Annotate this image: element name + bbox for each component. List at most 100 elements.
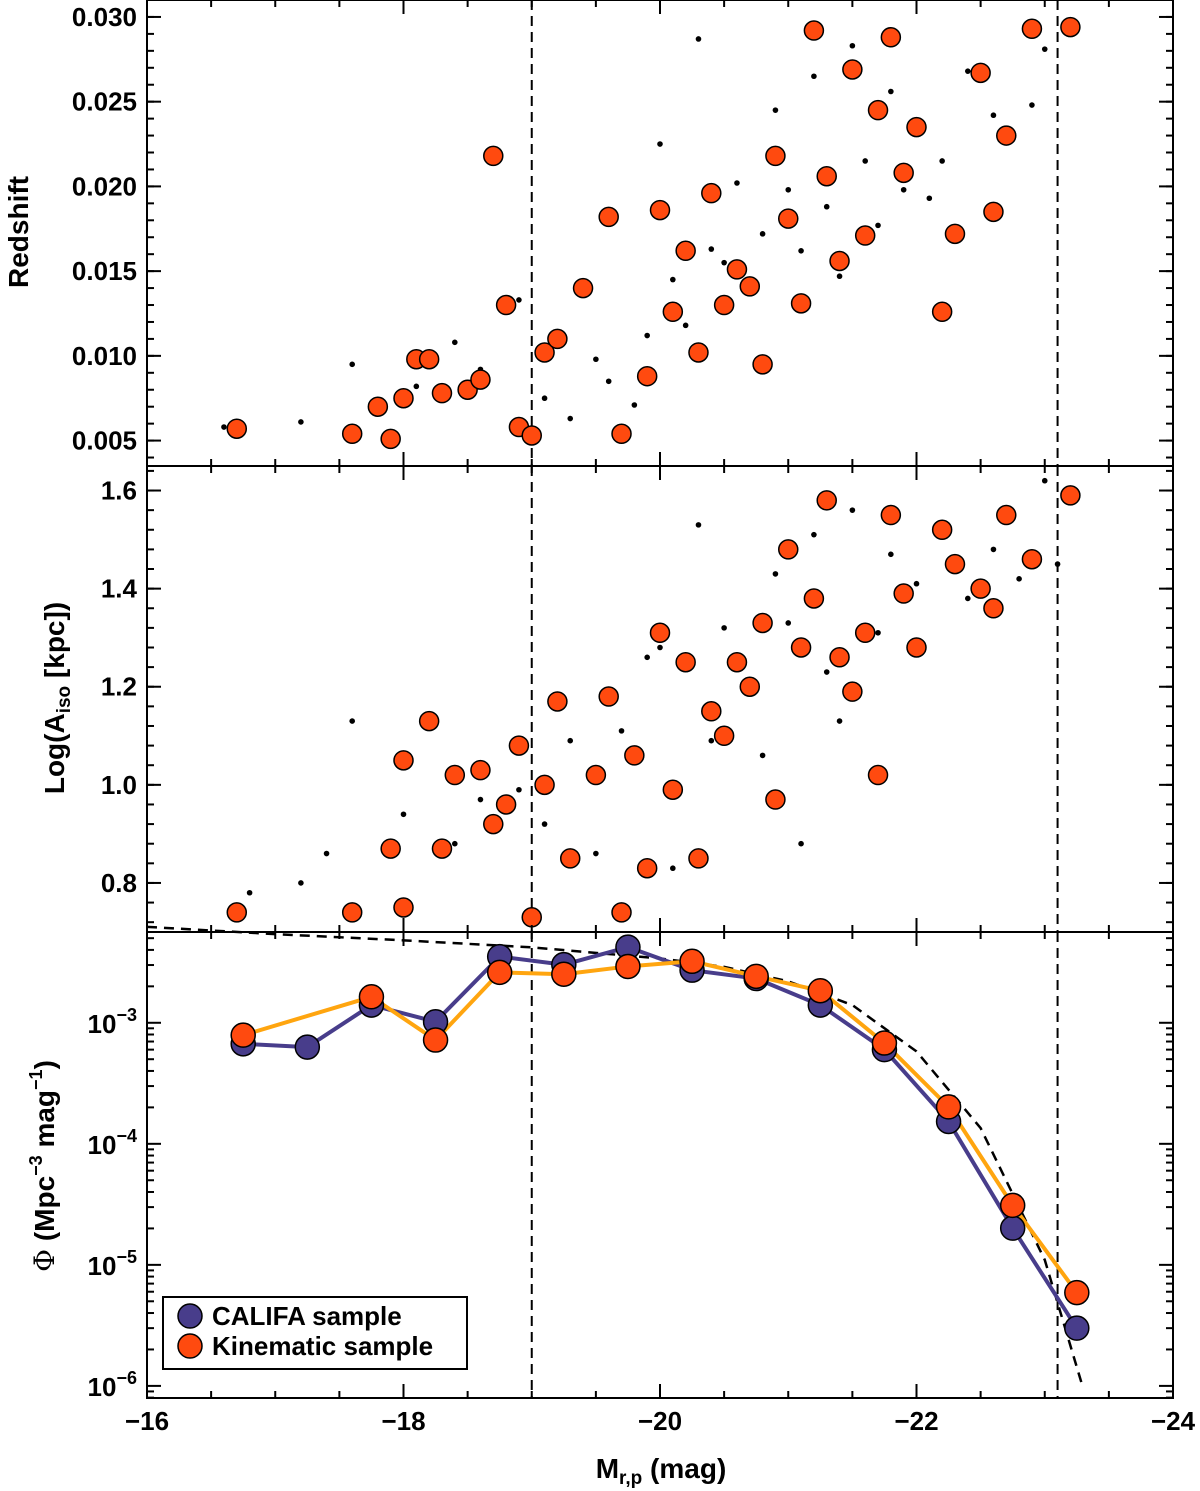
califa-lf-point (294, 1034, 321, 1060)
califa-point (913, 580, 920, 587)
califa-point (567, 737, 574, 744)
x-tick-label: −16 (125, 1406, 169, 1436)
kinematic-point (483, 145, 504, 167)
kinematic-point (842, 681, 863, 702)
kinematic-point (829, 647, 850, 668)
kinematic-point (585, 764, 607, 786)
califa-point (593, 356, 599, 363)
califa-point (298, 880, 304, 886)
califa-point (759, 231, 766, 237)
y-tick-label: 0.020 (72, 171, 137, 201)
califa-point (400, 811, 407, 818)
kinematic-point (996, 125, 1017, 146)
kinematic-point (508, 735, 530, 756)
califa-point (221, 424, 227, 430)
kinematic-point (983, 201, 1004, 223)
kinematic-point (867, 99, 889, 121)
califa-point (875, 222, 881, 229)
kinematic-point (765, 145, 786, 167)
y-tick-label: 1.2 (101, 672, 137, 702)
kinematic-point (854, 225, 876, 246)
kinematic-point (662, 301, 684, 323)
kinematic-point (867, 764, 889, 786)
califa-point (836, 718, 843, 724)
kinematic-point (854, 622, 876, 644)
kinematic-point (726, 259, 748, 280)
califa-point (721, 259, 727, 266)
califa-point (823, 203, 830, 210)
kinematic-point (765, 789, 786, 810)
kinematic-point (752, 612, 773, 634)
kinematic-lf-point (1064, 1279, 1090, 1306)
kinematic-point (931, 519, 953, 541)
kinematic-point (1021, 18, 1043, 40)
kinematic-point (739, 676, 761, 697)
kinematic-lf-point (871, 1030, 898, 1056)
califa-point (1054, 561, 1061, 567)
kinematic-point (803, 588, 825, 609)
kinematic-point (649, 622, 671, 644)
kinematic-point (393, 750, 414, 771)
y-tick-label: 1.6 (101, 476, 137, 506)
kinematic-point (226, 418, 248, 439)
kinematic-point (726, 651, 748, 673)
califa-point (1029, 102, 1035, 108)
y-tick-label: 0.8 (101, 868, 137, 898)
redshift-axis-title: Redshift (3, 176, 34, 288)
kinematic-lf-point (743, 963, 769, 990)
kinematic-lf-point (935, 1094, 962, 1120)
kinematic-point (418, 710, 440, 732)
kinematic-point (688, 848, 709, 869)
kinematic-point (880, 504, 902, 526)
y-tick-label: 0.015 (72, 256, 137, 286)
califa-point (631, 402, 638, 408)
kinematic-point (393, 897, 414, 918)
kinematic-point (547, 328, 568, 350)
califa-point (657, 644, 663, 651)
califa-point (670, 276, 676, 283)
kinematic-point (970, 578, 991, 599)
califa-point (349, 718, 356, 724)
kinematic-lf-point (358, 984, 385, 1010)
califa-point (849, 507, 856, 513)
kinematic-lf-point (999, 1192, 1026, 1219)
kinematic-point (1060, 485, 1081, 506)
kinematic-point (713, 294, 735, 316)
califa-point (823, 669, 830, 675)
y-tick-label: 0.025 (72, 87, 137, 117)
califa-point (1041, 477, 1048, 484)
califa-point (605, 378, 612, 385)
kinematic-point (341, 423, 363, 445)
kinematic-point (470, 369, 491, 390)
kinematic-lf-point (230, 1022, 256, 1048)
kinematic-point (598, 206, 619, 228)
plot-frame (146, 931, 1174, 1399)
kinematic-point (636, 857, 658, 879)
y-tick-label: 10−3 (88, 1005, 137, 1039)
califa-point (452, 840, 458, 847)
califa-point (298, 419, 304, 425)
califa-point (759, 752, 766, 759)
califa-lf-point (999, 1215, 1026, 1241)
califa-point (836, 273, 843, 280)
y-tick-label: 1.0 (101, 770, 137, 800)
legend-label-califa: CALIFA sample (212, 1301, 402, 1331)
kinematic-point (534, 774, 555, 796)
kinematic-point (444, 764, 466, 786)
kinematic-point (803, 20, 825, 41)
kinematic-point (341, 902, 363, 923)
califa-point (721, 625, 727, 631)
kinematic-point (829, 250, 850, 272)
kinematic-point (418, 348, 440, 370)
legend-box (162, 1296, 468, 1370)
califa-point (798, 247, 804, 254)
califa-point (593, 850, 599, 857)
califa-point (888, 551, 894, 558)
califa-point (785, 620, 792, 626)
califa-lf-point (1064, 1315, 1090, 1341)
califa-point (644, 654, 650, 661)
califa-point (811, 531, 817, 538)
kinematic-lf-point (486, 959, 513, 986)
magnitude-axis-title: Mr,p (mag) (596, 1453, 727, 1489)
califa-point (477, 796, 484, 803)
